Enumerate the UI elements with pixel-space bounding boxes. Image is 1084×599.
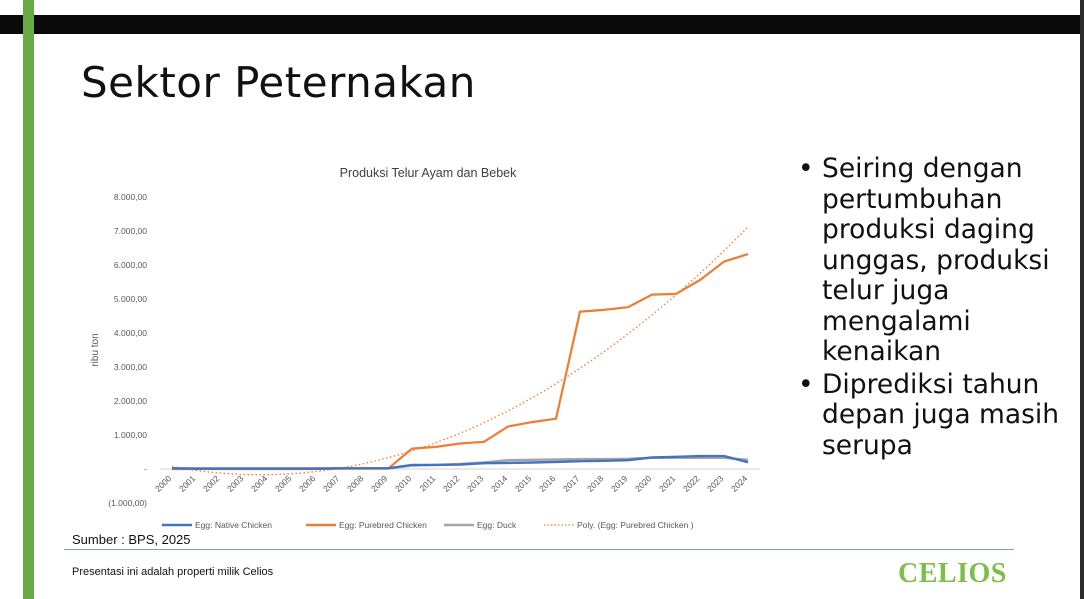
series-native-chicken-line [171,454,749,470]
slide-right-edge [1080,0,1084,599]
bullet-text: Diprediksi tahun depan juga masih serupa [822,368,1060,461]
x-tick-label: 2001 [177,473,198,494]
y-tick-label: 7.000,00 [114,226,147,236]
x-tick-label: 2023 [705,473,726,494]
bullet-marker: • [798,368,814,400]
x-tick-label: 2013 [465,473,486,494]
x-tick-label: 2005 [273,473,294,494]
celios-logo: CELIOS [898,558,1007,589]
x-tick-label: 2000 [153,473,174,494]
y-tick-label: (1.000,00) [108,498,147,508]
y-tick-label: 8.000,00 [114,192,147,202]
chart-title: Produksi Telur Ayam dan Bebek [340,166,517,180]
x-tick-label: 2010 [393,473,414,494]
bullet-marker: • [798,153,814,184]
footer-text: Presentasi ini adalah properti milik Cel… [72,566,274,578]
x-tick-label: 2012 [441,473,462,494]
x-tick-label: 2002 [201,473,222,494]
x-tick-label: 2014 [489,473,510,494]
x-tick-label: 2021 [657,473,678,494]
y-axis-label: ribu ton [90,333,101,366]
x-tick-label: 2024 [729,473,750,494]
x-tick-label: 2020 [633,473,654,494]
y-tick-label: 1.000,00 [114,430,147,440]
source-note: Sumber : BPS, 2025 [72,532,191,547]
legend-purebred-chicken-label: Egg: Purebred Chicken [339,520,427,530]
x-tick-label: 2003 [225,473,246,494]
legend-duck-label: Egg: Duck [477,520,517,530]
x-tick-label: 2017 [561,473,582,494]
y-tick-label: 3.000,00 [114,362,147,372]
y-tick-label: 4.000,00 [114,328,147,338]
slide-left-accent-bar [23,0,34,599]
trendline-purebred-chicken [171,226,749,476]
y-tick-label: 6.000,00 [114,260,147,270]
y-tick-label: 2.000,00 [114,396,147,406]
series-duck-line [172,456,749,470]
slide-title: Sektor Peternakan [81,58,476,107]
legend-native-chicken-label: Egg: Native Chicken [195,520,272,530]
x-tick-label: 2007 [321,473,342,494]
y-tick-label: - [144,464,147,474]
egg-production-chart: Produksi Telur Ayam dan Bebek ribu ton (1.… [90,166,760,530]
x-tick-label: 2016 [537,473,558,494]
x-tick-label: 2015 [513,473,534,494]
x-tick-label: 2022 [681,473,702,494]
bullet-item: • Diprediksi tahun depan juga masih seru… [798,368,1068,462]
x-tick-label: 2009 [369,473,390,494]
x-tick-label: 2011 [417,473,437,493]
bullet-text: Seiring dengan pertumbuhan produksi dagi… [822,153,1050,367]
bullet-item: • Seiring dengan pertumbuhan produksi da… [798,153,1068,368]
series-purebred-chicken-line [172,253,749,471]
x-tick-label: 2004 [249,473,270,494]
chart-container: Produksi Telur Ayam dan Bebek ribu ton (1.… [60,155,780,545]
footer-divider [64,549,1014,550]
bullet-list: • Seiring dengan pertumbuhan produksi da… [798,153,1068,463]
x-tick-label: 2019 [609,473,630,494]
x-tick-label: 2006 [297,473,318,494]
slide-top-bar [0,15,1084,34]
x-tick-label: 2018 [585,473,606,494]
x-tick-label: 2008 [345,473,366,494]
y-tick-label: 5.000,00 [114,294,147,304]
legend-trendline-label: Poly. (Egg: Purebred Chicken ) [577,520,694,530]
